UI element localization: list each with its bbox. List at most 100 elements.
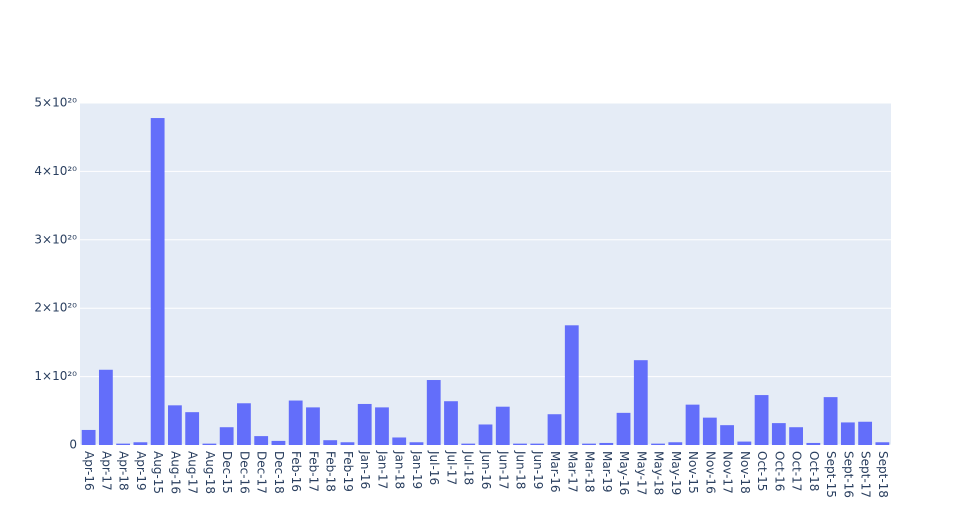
bar xyxy=(840,422,855,445)
x-tick-label: Jun-16 xyxy=(479,450,493,489)
bar xyxy=(495,406,510,445)
bar xyxy=(478,424,493,445)
x-tick-label: Nov-15 xyxy=(686,451,700,494)
y-tick-label: 3×10²⁰ xyxy=(34,232,77,246)
x-tick-label: Jul-17 xyxy=(444,450,458,485)
bar xyxy=(651,443,665,445)
x-tick-label: Apr-19 xyxy=(134,451,148,491)
y-tick-label: 0 xyxy=(69,438,77,452)
bar xyxy=(564,325,579,445)
bar xyxy=(150,118,165,445)
x-tick-label: Aug-18 xyxy=(203,451,217,494)
bar xyxy=(461,443,476,445)
bar xyxy=(254,436,269,445)
bar xyxy=(81,429,96,445)
bar xyxy=(133,442,148,445)
x-tick-label: Feb-18 xyxy=(324,451,338,492)
bar xyxy=(116,443,131,445)
x-tick-label: Nov-18 xyxy=(738,451,752,494)
bar xyxy=(720,425,734,445)
y-tick-label: 4×10²⁰ xyxy=(34,164,77,178)
x-tick-label: Jan-17 xyxy=(375,450,389,489)
bar xyxy=(426,380,441,445)
x-tick-label: Mar-18 xyxy=(583,451,597,492)
bar xyxy=(616,412,631,445)
x-tick-label: Jan-16 xyxy=(358,450,372,489)
x-tick-label: Apr-18 xyxy=(117,451,131,491)
bar xyxy=(340,442,355,445)
x-tick-label: Nov-17 xyxy=(721,451,735,494)
bar xyxy=(702,417,717,445)
x-tick-label: Apr-17 xyxy=(99,451,113,491)
bar xyxy=(875,442,890,445)
bar xyxy=(530,443,545,445)
x-tick-label: Jun-18 xyxy=(514,450,528,489)
x-tick-label: May-18 xyxy=(652,451,666,495)
x-tick-label: Mar-16 xyxy=(548,451,562,492)
bar xyxy=(357,403,372,445)
bar xyxy=(599,442,614,445)
bar xyxy=(668,442,683,445)
x-tick-label: Sept-17 xyxy=(859,451,873,498)
x-tick-label: Feb-17 xyxy=(306,451,320,492)
bar xyxy=(789,427,803,445)
x-tick-label: Aug-15 xyxy=(151,451,165,494)
bar xyxy=(185,412,200,445)
bar xyxy=(685,404,700,445)
x-tick-label: Sept-18 xyxy=(876,451,890,498)
plot-area xyxy=(80,103,891,445)
bar xyxy=(513,443,527,445)
x-tick-label: Jan-19 xyxy=(410,450,424,489)
y-tick-label: 5×10²⁰ xyxy=(34,96,77,110)
x-tick-label: Oct-18 xyxy=(807,451,821,491)
x-tick-label: Jan-18 xyxy=(393,450,407,489)
x-tick-label: Nov-16 xyxy=(703,451,717,494)
x-tick-label: Sept-16 xyxy=(841,451,855,498)
x-tick-label: Sept-15 xyxy=(824,451,838,498)
bar xyxy=(323,440,338,445)
bar xyxy=(582,443,596,445)
bar xyxy=(375,407,389,445)
bar xyxy=(806,442,821,445)
bar xyxy=(98,369,113,445)
x-tick-label: Jul-18 xyxy=(462,450,476,485)
bar xyxy=(271,440,286,445)
x-tick-label: Dec-16 xyxy=(237,451,251,494)
x-tick-label: Mar-19 xyxy=(600,451,614,492)
x-tick-label: Aug-17 xyxy=(186,451,200,494)
x-tick-label: Mar-17 xyxy=(565,451,579,492)
y-tick-label: 1×10²⁰ xyxy=(34,369,77,383)
x-tick-label: Dec-15 xyxy=(220,451,234,494)
bar xyxy=(444,401,458,445)
x-tick-label: Oct-17 xyxy=(790,451,804,491)
x-tick-label: Jun-19 xyxy=(531,450,545,489)
x-tick-label: Feb-19 xyxy=(341,451,355,492)
bar xyxy=(219,427,234,445)
x-tick-label: Dec-17 xyxy=(255,451,269,494)
x-tick-label: May-16 xyxy=(617,451,631,495)
bar xyxy=(409,442,424,445)
bar xyxy=(547,414,562,445)
y-tick-label: 2×10²⁰ xyxy=(34,301,77,315)
x-tick-label: Jun-17 xyxy=(496,450,510,489)
x-tick-label: Feb-16 xyxy=(289,451,303,492)
bar xyxy=(633,360,648,445)
bar xyxy=(823,397,838,445)
bar xyxy=(737,441,752,445)
bar xyxy=(288,400,303,445)
bar xyxy=(754,395,769,445)
x-tick-label: Apr-16 xyxy=(82,451,96,491)
x-tick-label: Aug-16 xyxy=(168,451,182,494)
x-tick-label: Oct-15 xyxy=(755,451,769,491)
bar xyxy=(202,443,217,445)
x-tick-label: Dec-18 xyxy=(272,451,286,494)
bar xyxy=(858,421,873,445)
bar xyxy=(168,405,182,445)
bar xyxy=(237,403,251,445)
x-tick-label: Jul-16 xyxy=(427,450,441,485)
x-tick-label: May-19 xyxy=(669,451,683,495)
bar xyxy=(771,423,786,445)
x-tick-label: Oct-16 xyxy=(772,451,786,491)
x-tick-label: May-17 xyxy=(634,451,648,495)
